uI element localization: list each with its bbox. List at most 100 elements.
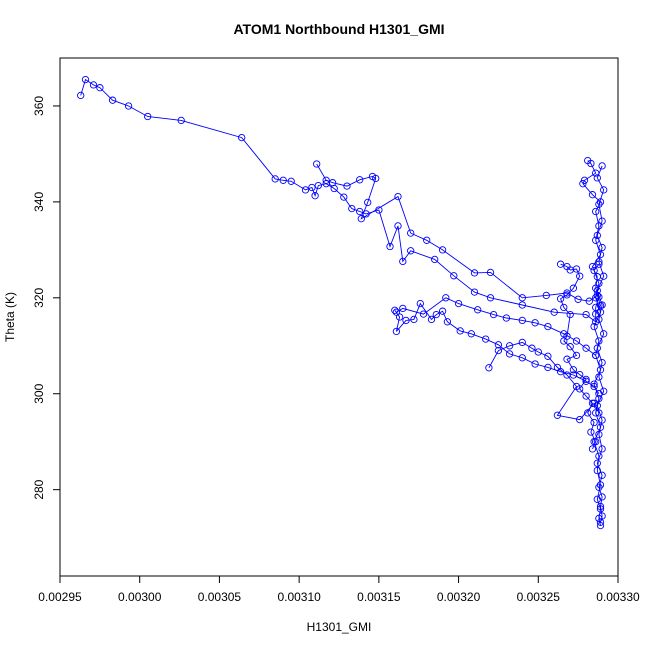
data-point — [124, 102, 133, 110]
data-point — [563, 371, 571, 379]
data-point — [593, 459, 601, 467]
data-point — [419, 310, 428, 318]
y-tick-label: 280 — [32, 479, 46, 499]
data-point — [576, 385, 584, 393]
data-point — [494, 346, 503, 355]
data-point — [271, 175, 279, 183]
data-point — [600, 387, 608, 395]
data-point — [279, 176, 287, 184]
series-line — [396, 297, 596, 356]
data-point — [598, 358, 606, 367]
data-point — [582, 375, 590, 384]
data-point — [566, 310, 574, 319]
data-point — [582, 392, 590, 400]
data-point — [343, 182, 351, 190]
data-point — [438, 307, 447, 315]
series-line — [80, 78, 600, 323]
data-point — [431, 255, 439, 264]
data-point — [560, 337, 568, 345]
data-point — [470, 288, 479, 296]
data-point — [364, 198, 372, 207]
data-point — [544, 363, 552, 372]
data-point — [587, 428, 595, 436]
series-0 — [77, 75, 603, 326]
data-point — [391, 306, 399, 314]
data-point — [482, 335, 490, 343]
data-point — [595, 258, 603, 266]
y-axis: 280 300 320 340 360 — [32, 96, 60, 500]
data-point — [563, 291, 571, 299]
data-point — [467, 330, 475, 338]
data-point — [569, 366, 578, 374]
data-point — [340, 193, 348, 201]
data-point — [593, 231, 601, 240]
data-point — [593, 402, 601, 410]
data-point — [544, 322, 552, 331]
x-axis: 0.00295 0.00300 0.00305 0.00310 0.00315 0.003… — [38, 576, 640, 604]
data-point — [356, 207, 364, 216]
y-tick-label: 360 — [32, 96, 46, 116]
data-point — [593, 174, 601, 182]
series-1 — [313, 160, 605, 318]
chart-title: ATOM1 Northbound H1301_GMI — [233, 21, 444, 37]
y-axis-label: Theta (K) — [3, 292, 17, 342]
data-point — [596, 366, 605, 374]
data-point — [598, 445, 606, 453]
x-tick-label: 0.00325 — [517, 590, 561, 604]
data-point — [518, 354, 526, 362]
data-point — [416, 299, 424, 308]
data-point — [598, 301, 606, 309]
data-point — [177, 116, 185, 125]
data-point — [410, 315, 418, 324]
data-point — [81, 75, 90, 84]
data-point — [77, 91, 85, 100]
data-point — [542, 291, 550, 300]
x-tick-label: 0.00310 — [277, 590, 321, 604]
data-point — [238, 133, 246, 142]
data-point — [348, 204, 356, 213]
series-4 — [485, 338, 603, 424]
x-tick-label: 0.00315 — [357, 590, 401, 604]
data-point — [394, 192, 402, 201]
data-point — [587, 159, 595, 168]
data-point — [456, 327, 464, 335]
data-point — [314, 181, 322, 190]
data-point — [582, 344, 590, 352]
data-point — [386, 242, 394, 251]
data-point — [301, 186, 310, 194]
data-point — [287, 177, 295, 185]
data-point — [595, 430, 603, 439]
data-point — [402, 316, 410, 325]
data-point — [144, 112, 152, 121]
data-point — [556, 295, 565, 303]
data-point — [505, 350, 514, 358]
data-point — [582, 377, 590, 385]
data-point — [394, 222, 402, 230]
series-5 — [579, 156, 605, 530]
data-point — [574, 295, 582, 303]
data-point — [600, 330, 608, 338]
data-point — [313, 160, 321, 168]
data-point — [311, 192, 319, 200]
data-point — [485, 364, 493, 372]
data-point — [592, 351, 600, 360]
data-point — [470, 269, 479, 277]
data-point — [553, 411, 562, 419]
data-point — [596, 518, 605, 526]
data-point — [544, 352, 552, 360]
data-point — [598, 162, 606, 170]
series-7 — [556, 260, 600, 453]
data-point — [531, 319, 539, 327]
data-point — [595, 315, 603, 324]
plot-marks — [77, 75, 608, 530]
data-point — [580, 176, 589, 184]
series-line — [596, 165, 605, 523]
data-point — [518, 338, 526, 347]
y-tick-label: 320 — [32, 287, 46, 307]
data-point — [582, 310, 590, 319]
x-tick-label: 0.00295 — [38, 590, 82, 604]
data-point — [494, 341, 503, 349]
data-point — [585, 297, 593, 305]
data-point — [593, 344, 601, 352]
